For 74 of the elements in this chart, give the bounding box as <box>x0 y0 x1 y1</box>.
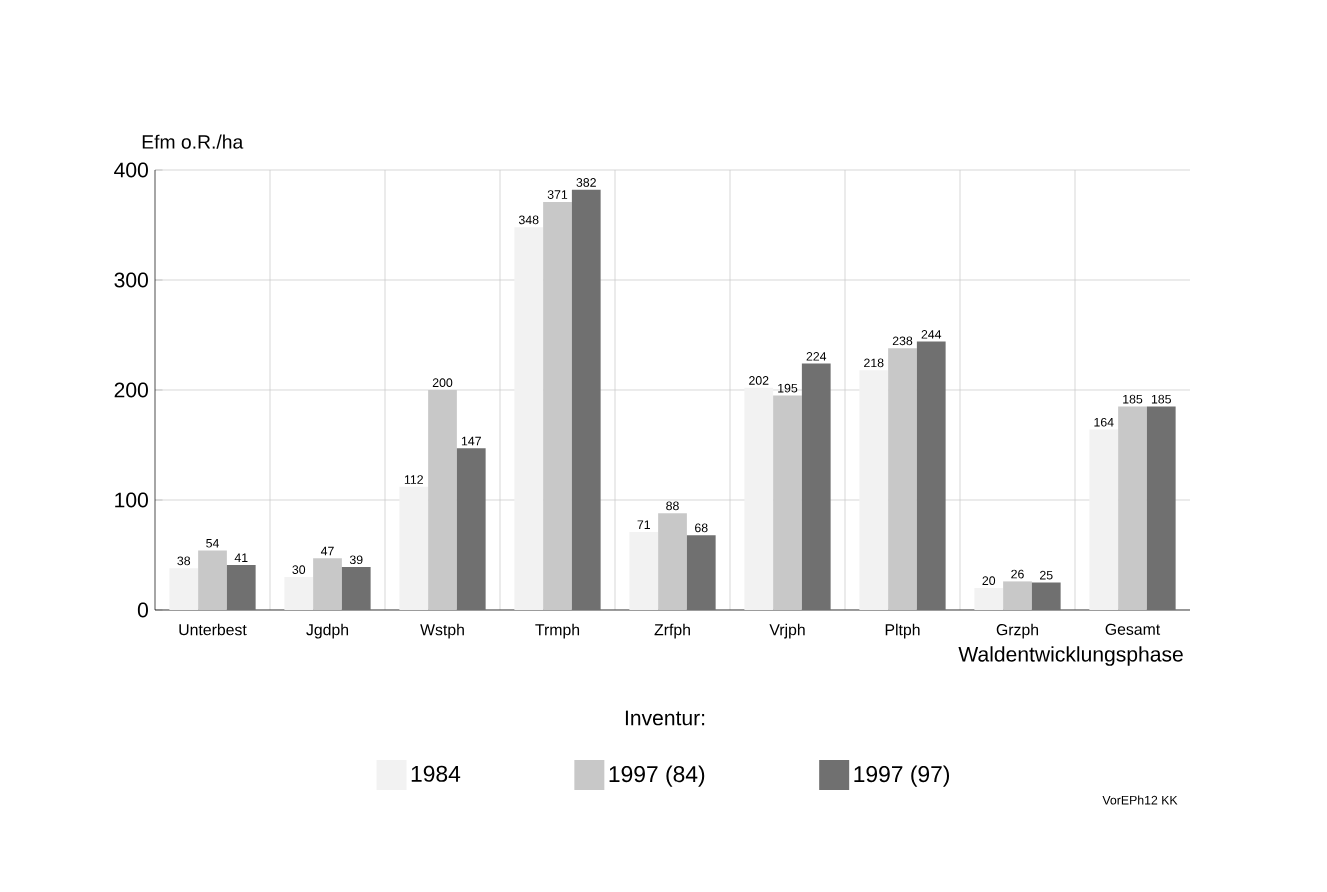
bar <box>801 363 831 610</box>
data-label: 25 <box>1040 570 1053 580</box>
bar <box>313 558 342 610</box>
bar <box>399 486 429 610</box>
x-tick-label: Unterbest <box>179 623 247 636</box>
bar <box>658 513 687 610</box>
data-label: 371 <box>547 190 568 199</box>
x-tick-label: Grzph <box>996 623 1039 639</box>
bar <box>888 348 917 610</box>
data-label: 30 <box>292 565 306 574</box>
bar <box>543 201 572 610</box>
data-label: 348 <box>518 215 539 225</box>
x-tick-label: Trmph <box>535 623 580 639</box>
bar <box>284 577 314 610</box>
data-label: 224 <box>806 352 827 361</box>
bar <box>1146 406 1176 610</box>
bar <box>1089 429 1119 610</box>
data-label: 112 <box>404 475 423 484</box>
x-tick-label: Zrfph <box>654 623 690 639</box>
data-label: 38 <box>177 556 191 566</box>
bar <box>1118 406 1147 610</box>
bar <box>514 227 544 610</box>
bar <box>571 189 601 610</box>
data-label: 68 <box>695 523 708 533</box>
data-label: 164 <box>1094 417 1114 427</box>
legend-label: 1997 (97) <box>854 765 950 787</box>
x-axis-title: Waldentwicklungsphase <box>958 646 1183 666</box>
y-tick-label: 300 <box>114 272 148 288</box>
x-tick-label: Wstph <box>420 623 464 639</box>
data-label: 47 <box>320 546 334 556</box>
bar <box>1003 581 1032 610</box>
y-tick-label: 400 <box>114 162 148 178</box>
bar <box>974 588 1004 610</box>
bar <box>1031 582 1061 610</box>
y-tick-label: 200 <box>114 382 148 398</box>
bar <box>198 550 227 610</box>
y-tick-label: 0 <box>137 602 148 618</box>
bar <box>226 564 256 610</box>
data-label: 200 <box>432 378 453 387</box>
x-tick-label: Pltph <box>885 623 920 639</box>
bar <box>169 568 199 610</box>
x-tick-label: Vrjph <box>769 623 805 639</box>
data-label: 147 <box>461 436 481 446</box>
data-label: 39 <box>349 555 363 565</box>
y-tick-label: 100 <box>115 492 148 508</box>
x-tick-label: Gesamt <box>1105 623 1161 635</box>
legend-title: Inventur: <box>625 710 705 726</box>
data-label: 202 <box>749 376 769 385</box>
y-axis-title: Efm o.R./ha <box>142 134 244 149</box>
data-label: 41 <box>234 553 248 562</box>
data-label: 382 <box>576 178 596 187</box>
data-label: 244 <box>921 330 942 339</box>
data-label: 195 <box>778 383 798 393</box>
bar <box>859 370 889 610</box>
bar <box>341 567 371 610</box>
data-label: 26 <box>1011 569 1024 579</box>
bar <box>773 395 802 610</box>
legend-label: 1997 (84) <box>609 765 705 787</box>
legend-label: 1984 <box>411 765 461 782</box>
data-label: 88 <box>666 501 679 511</box>
data-label: 185 <box>1151 394 1171 404</box>
bar <box>686 535 716 610</box>
bar <box>629 531 659 610</box>
bar <box>744 387 774 610</box>
data-label: 218 <box>864 358 884 368</box>
bar <box>456 448 486 610</box>
text: VorEPh12 KK <box>1102 795 1178 805</box>
data-label: 54 <box>206 539 219 548</box>
data-label: 71 <box>637 520 650 529</box>
data-label: 20 <box>982 576 996 585</box>
data-label: 185 <box>1123 394 1143 404</box>
bar <box>916 341 946 610</box>
data-label: 238 <box>892 336 913 346</box>
x-tick-label: Jgdph <box>306 623 349 639</box>
